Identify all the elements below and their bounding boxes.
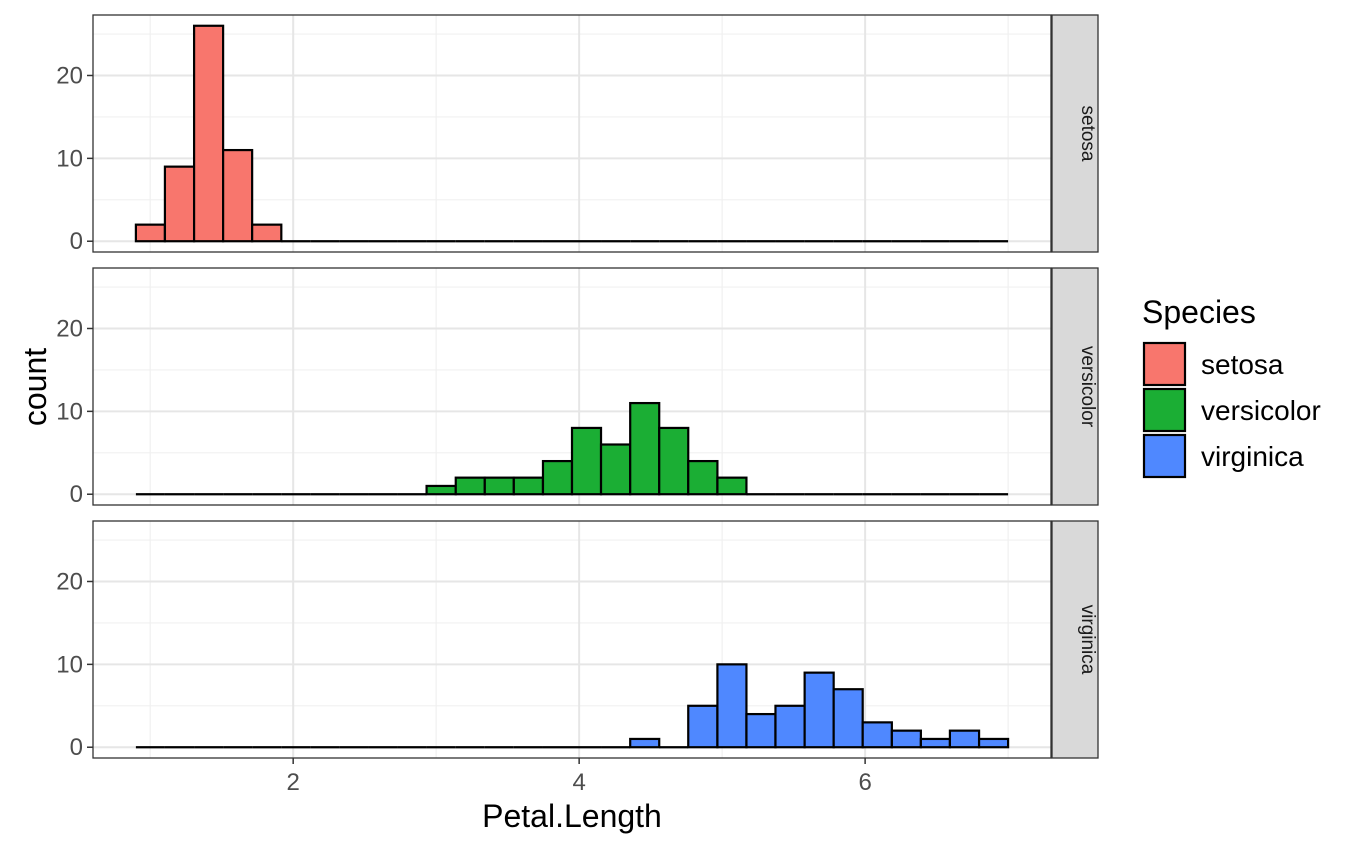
histogram-bar: [599, 443, 632, 496]
y-axis-title: count: [17, 348, 53, 426]
histogram-bar: [251, 223, 283, 243]
histogram-bar: [629, 401, 661, 496]
histogram-bar: [687, 704, 719, 749]
legend-title: Species: [1142, 294, 1256, 330]
histogram-bar: [658, 426, 690, 496]
legend-key-virginica: [1142, 433, 1187, 479]
histogram-bar: [687, 459, 719, 496]
legend: Species setosa versicolor virginica: [1142, 294, 1321, 479]
histogram-bar: [919, 737, 952, 749]
panel-border: [92, 520, 1052, 759]
histogram-bar: [803, 671, 835, 749]
histogram-bar: [977, 737, 1010, 749]
facet-strip: [1051, 14, 1099, 253]
x-tick-label: 2: [286, 769, 299, 796]
y-tick-label: 10: [56, 145, 83, 172]
histogram-bar: [483, 476, 515, 496]
histogram-bar: [716, 663, 748, 749]
panel-border: [92, 14, 1052, 253]
x-axis: 2 4 6: [286, 758, 872, 796]
facet-strip-label: setosa: [1077, 106, 1098, 162]
legend-items: setosa versicolor virginica: [1142, 341, 1321, 479]
legend-label-setosa: setosa: [1201, 349, 1284, 380]
histogram-bar: [163, 165, 196, 243]
histogram-bar: [832, 688, 864, 749]
histogram-bar: [629, 737, 661, 749]
facet-strip: [1051, 520, 1099, 759]
histogram-bar: [890, 729, 922, 749]
facet-panel-versicolor: 0 10 20 versicolor: [56, 267, 1099, 508]
facet-panels: 0 10 20 setosa 0 10 20 versicolor 0 10 20 virginica: [56, 14, 1099, 761]
histogram-bar: [454, 476, 486, 496]
y-tick-label: 0: [70, 228, 83, 255]
facet-strip-label: virginica: [1077, 605, 1098, 675]
histogram-bar: [512, 476, 545, 496]
x-axis-title: Petal.Length: [482, 798, 662, 834]
legend-label-versicolor: versicolor: [1201, 395, 1321, 426]
facet-panel-setosa: 0 10 20 setosa: [56, 14, 1099, 255]
histogram-bar: [716, 476, 748, 496]
panel-border: [92, 267, 1052, 506]
histogram-bar: [948, 729, 981, 749]
histogram-bar: [745, 712, 777, 749]
histogram-bar: [861, 721, 893, 749]
histogram-bar: [222, 148, 254, 243]
legend-key-versicolor: [1142, 387, 1187, 433]
y-tick-label: 20: [56, 62, 83, 89]
y-tick-label: 10: [56, 651, 83, 678]
histogram-bar: [541, 459, 574, 496]
histogram-bar: [570, 426, 603, 496]
histogram-bar: [134, 223, 167, 243]
y-tick-label: 20: [56, 315, 83, 342]
histogram-bar: [192, 24, 225, 243]
y-tick-label: 0: [70, 734, 83, 761]
x-tick-label: 6: [858, 769, 871, 796]
legend-key-setosa: [1142, 341, 1187, 387]
facet-panel-virginica: 0 10 20 virginica: [56, 520, 1099, 761]
facet-strip-label: versicolor: [1077, 346, 1098, 428]
legend-label-virginica: virginica: [1201, 441, 1304, 472]
x-tick-label: 4: [572, 769, 585, 796]
y-tick-label: 10: [56, 398, 83, 425]
y-tick-label: 0: [70, 481, 83, 508]
histogram-bar: [774, 704, 806, 749]
facet-strip: [1051, 267, 1099, 506]
panel-background: [93, 521, 1051, 758]
y-tick-label: 20: [56, 568, 83, 595]
histogram-bar: [425, 484, 457, 496]
